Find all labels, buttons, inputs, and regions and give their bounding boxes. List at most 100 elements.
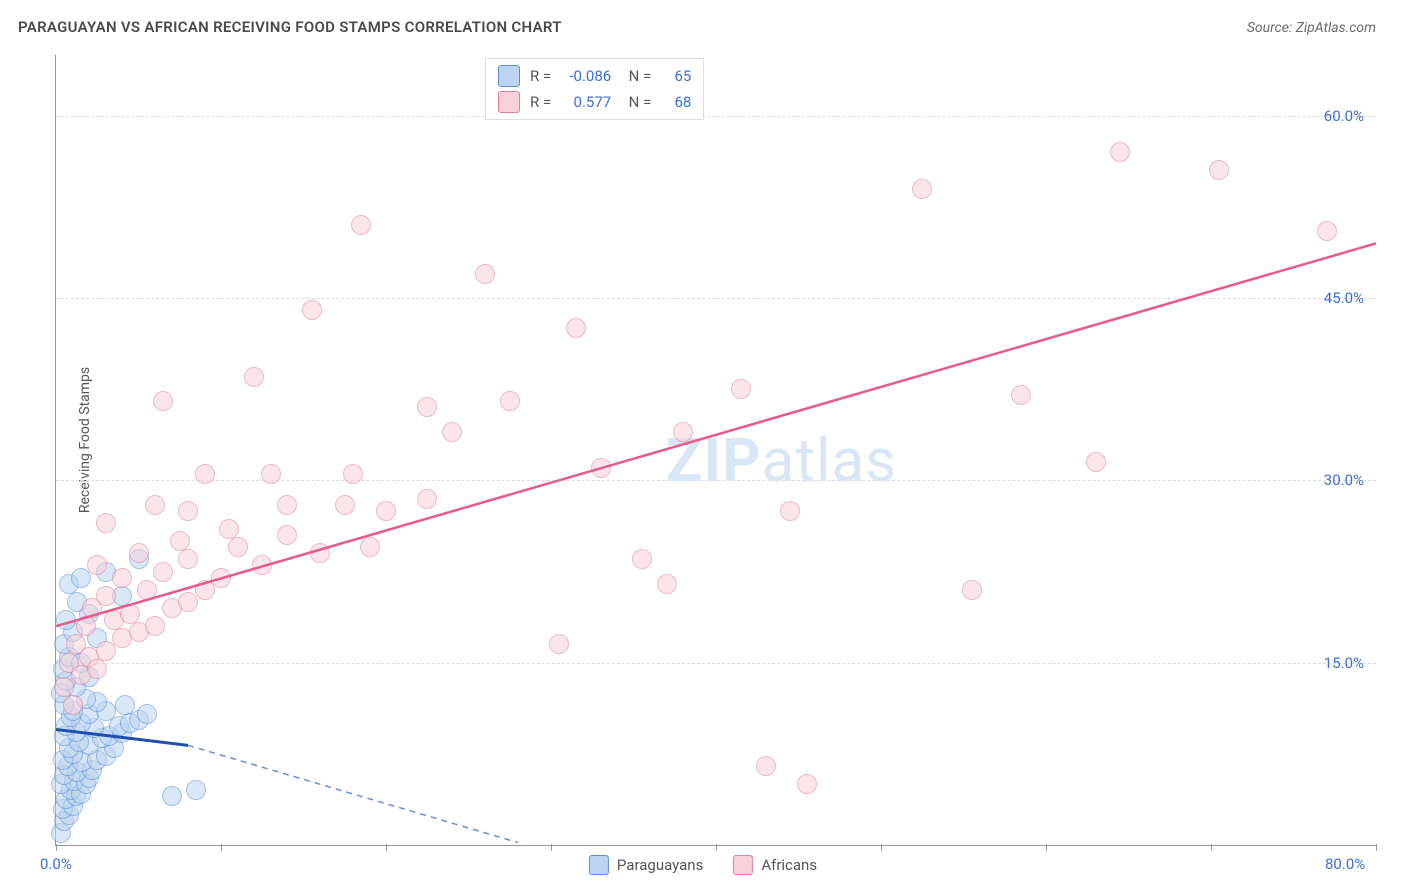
data-point-paraguayans [115,695,135,715]
data-point-africans [277,525,297,545]
x-tick-mark [1211,844,1212,851]
data-point-africans [912,179,932,199]
data-point-africans [302,300,322,320]
legend-n-label: N = [621,93,651,111]
data-point-paraguayans [162,786,182,806]
data-point-africans [1086,452,1106,472]
legend-label-1: Africans [761,856,817,874]
data-point-africans [360,537,380,557]
data-point-africans [417,397,437,417]
data-point-africans [145,616,165,636]
legend-r-label: R = [530,93,551,111]
legend-r-value-1: 0.577 [561,93,611,111]
data-point-africans [475,264,495,284]
data-point-africans [87,659,107,679]
legend-label-0: Paraguayans [617,856,703,874]
legend-swatch-icon [733,855,753,875]
plot-area: ZIPatlas 15.0% 30.0% 45.0% 60.0% [55,55,1376,846]
legend-item-paraguayans: Paraguayans [589,855,703,875]
data-point-africans [96,513,116,533]
data-point-africans [87,555,107,575]
data-point-africans [170,531,190,551]
data-point-africans [632,549,652,569]
data-point-paraguayans [137,704,157,724]
legend-swatch-africans [498,91,520,113]
data-point-africans [1317,221,1337,241]
series-legend: Paraguayans Africans [589,855,817,875]
x-tick-mark [386,844,387,851]
data-point-africans [96,586,116,606]
gridline [56,116,1376,117]
x-tick-mark [551,844,552,851]
legend-r-label: R = [530,67,551,85]
data-point-paraguayans [186,780,206,800]
y-tick-label: 30.0% [1324,471,1364,489]
x-tick-mark [1376,844,1377,851]
data-point-africans [962,580,982,600]
data-point-africans [351,215,371,235]
data-point-africans [195,464,215,484]
y-tick-label: 15.0% [1324,654,1364,672]
legend-r-value-0: -0.086 [561,67,611,85]
data-point-africans [500,391,520,411]
data-point-africans [549,634,569,654]
data-point-paraguayans [56,610,76,630]
data-point-africans [129,543,149,563]
data-point-africans [566,318,586,338]
x-tick-mark [221,844,222,851]
x-tick-mark [716,844,717,851]
data-point-africans [731,379,751,399]
data-point-africans [145,495,165,515]
data-point-africans [335,495,355,515]
data-point-africans [76,616,96,636]
chart-title: PARAGUAYAN VS AFRICAN RECEIVING FOOD STA… [18,18,562,36]
data-point-africans [228,537,248,557]
y-tick-label: 45.0% [1324,289,1364,307]
data-point-africans [63,695,83,715]
legend-n-value-0: 65 [661,67,691,85]
legend-swatch-paraguayans [498,65,520,87]
watermark-atlas: atlas [762,425,897,496]
data-point-africans [277,495,297,515]
data-point-africans [153,562,173,582]
data-point-africans [252,555,272,575]
x-tick-mark [56,844,57,851]
data-point-africans [211,568,231,588]
legend-row-africans: R = 0.577 N = 68 [498,89,691,115]
legend-n-value-1: 68 [661,93,691,111]
data-point-africans [178,501,198,521]
data-point-africans [244,367,264,387]
data-point-africans [112,568,132,588]
data-point-africans [442,422,462,442]
gridline [56,298,1376,299]
data-point-africans [657,574,677,594]
gridline [56,663,1376,664]
x-tick-mark [881,844,882,851]
data-point-africans [261,464,281,484]
data-point-africans [120,604,140,624]
legend-swatch-icon [589,855,609,875]
x-tick-label: 0.0% [40,855,72,873]
correlation-legend: R = -0.086 N = 65 R = 0.577 N = 68 [485,58,704,120]
data-point-africans [1209,160,1229,180]
data-point-africans [591,458,611,478]
data-point-africans [756,756,776,776]
data-point-africans [780,501,800,521]
data-point-africans [1110,142,1130,162]
legend-item-africans: Africans [733,855,817,875]
data-point-africans [417,489,437,509]
legend-row-paraguayans: R = -0.086 N = 65 [498,63,691,89]
data-point-africans [178,549,198,569]
data-point-africans [376,501,396,521]
watermark: ZIPatlas [666,425,897,496]
regression-line [188,745,518,842]
data-point-africans [343,464,363,484]
data-point-africans [137,580,157,600]
source-label: Source: ZipAtlas.com [1247,20,1376,36]
y-tick-label: 60.0% [1324,107,1364,125]
data-point-africans [153,391,173,411]
x-tick-mark [1046,844,1047,851]
x-tick-label: 80.0% [1325,855,1365,873]
data-point-africans [1011,385,1031,405]
chart-container: PARAGUAYAN VS AFRICAN RECEIVING FOOD STA… [0,0,1406,892]
